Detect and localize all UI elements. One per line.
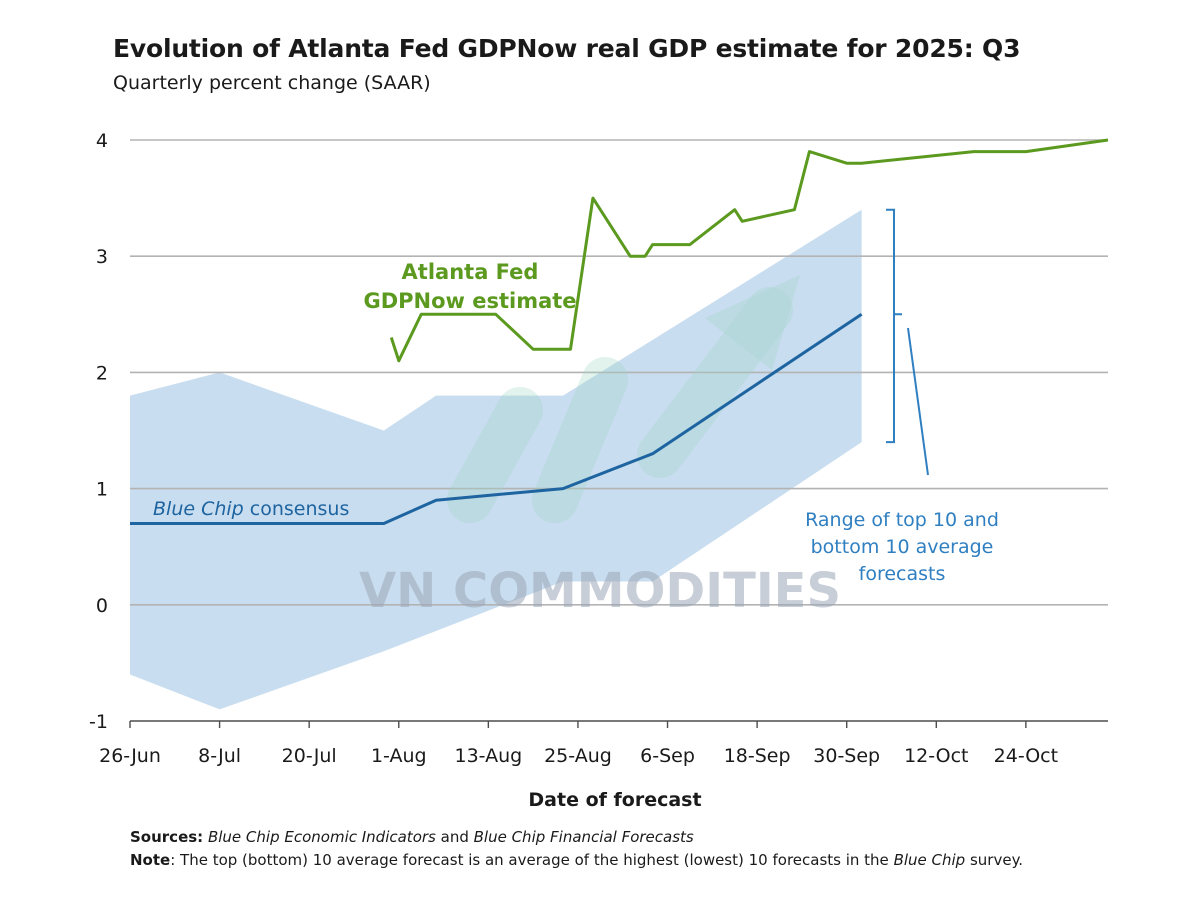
- watermark-text: VN COMMODITIES: [359, 563, 841, 619]
- x-tick-label: 6-Sep: [640, 745, 695, 767]
- watermark-stroke: [532, 357, 628, 523]
- sources-publication-1: Blue Chip Economic Indicators: [207, 828, 436, 846]
- range-bracket: [886, 208, 902, 444]
- note-label: Note: [130, 851, 171, 869]
- method-note: Note: The top (bottom) 10 average foreca…: [130, 851, 1023, 869]
- y-tick-label: -1: [89, 711, 108, 733]
- chart-title: Evolution of Atlanta Fed GDPNow real GDP…: [113, 34, 1021, 63]
- y-tick-label: 3: [96, 246, 108, 268]
- y-tick-label: 0: [96, 595, 108, 617]
- x-tick-label: 13-Aug: [454, 745, 522, 767]
- range-pointer: [907, 327, 929, 476]
- sources-and: and: [435, 828, 474, 846]
- watermark-stroke: [637, 287, 793, 478]
- x-tick-label: 20-Jul: [282, 745, 337, 767]
- blue-chip-label-italic: Blue Chip: [153, 498, 244, 520]
- sources-label: Sources:: [130, 828, 204, 846]
- sources-publication-2: Blue Chip Financial Forecasts: [473, 828, 694, 846]
- watermark-logo: [447, 275, 800, 523]
- note-end: survey.: [965, 851, 1024, 869]
- sources-note: Sources: Blue Chip Economic Indicators a…: [130, 828, 694, 846]
- range-label-line: bottom 10 average: [811, 536, 994, 558]
- chart-subtitle: Quarterly percent change (SAAR): [113, 72, 431, 94]
- x-axis-label: Date of forecast: [528, 789, 701, 811]
- y-tick-label: 2: [96, 362, 108, 384]
- x-tick-label: 24-Oct: [994, 745, 1058, 767]
- gdpnow-label-line: GDPNow estimate: [363, 289, 576, 313]
- range-label-line: forecasts: [859, 563, 946, 585]
- range-band-area: [130, 209, 862, 710]
- x-tick-label: 8-Jul: [198, 745, 241, 767]
- x-tick-label: 1-Aug: [371, 745, 427, 767]
- range-label-line: Range of top 10 and: [805, 509, 999, 531]
- x-tick-label: 25-Aug: [544, 745, 612, 767]
- gdpnow-label-line: Atlanta Fed: [402, 260, 539, 284]
- x-tick-label: 12-Oct: [904, 745, 968, 767]
- y-tick-label: 4: [96, 130, 108, 152]
- x-tick-label: 26-Jun: [99, 745, 161, 767]
- blue-chip-label: Blue Chip consensus: [153, 498, 349, 520]
- blue-chip-consensus-line: [130, 313, 863, 525]
- x-tick-label: 30-Sep: [813, 745, 880, 767]
- watermark-arrow-head: [705, 275, 800, 370]
- note-text: : The top (bottom) 10 average forecast i…: [170, 851, 894, 869]
- x-tick-label: 18-Sep: [724, 745, 791, 767]
- blue-chip-label-rest: consensus: [244, 498, 350, 520]
- gdpnow-line: [389, 138, 1109, 363]
- y-tick-label: 1: [96, 479, 108, 501]
- watermark-stroke: [447, 387, 543, 523]
- note-italic: Blue Chip: [893, 851, 966, 869]
